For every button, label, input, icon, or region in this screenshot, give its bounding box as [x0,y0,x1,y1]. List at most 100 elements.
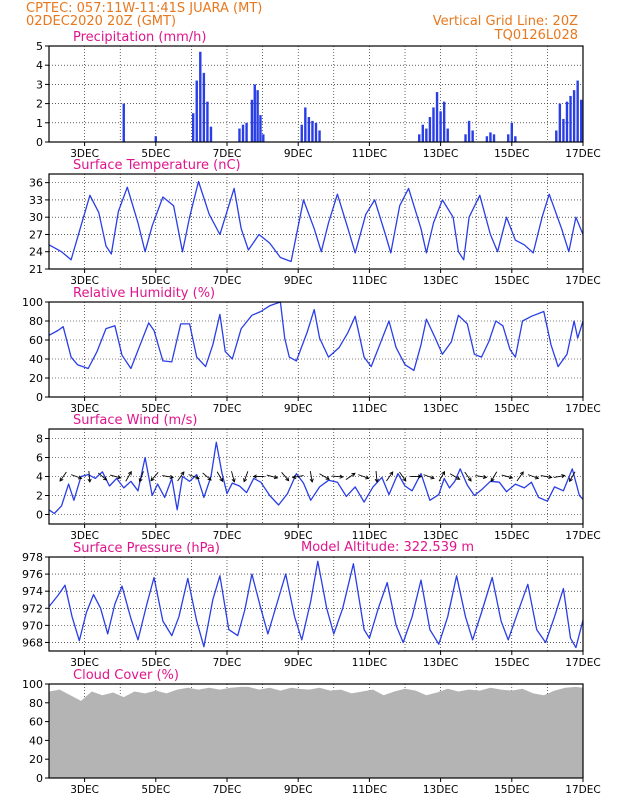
wind-xtick-label: 11DEC [352,530,387,542]
precipitation-xtick-label: 5DEC [141,148,170,160]
precipitation-bar [467,120,471,142]
precipitation-bar [195,80,198,142]
pressure-ytick-label: 970 [22,619,43,632]
humidity-ytick-label: 80 [29,315,43,328]
precipitation-bar [485,136,489,142]
wind-ytick-label: 6 [36,452,43,465]
wind-ytick-label: 8 [36,433,43,446]
wind-arrow [231,471,236,483]
cloud-cover-ytick-label: 80 [29,697,43,710]
wind-xtick-label: 9DEC [284,530,313,542]
precipitation-ytick-label: 5 [36,40,43,53]
precipitation-bar [304,107,307,142]
wind-arrow [309,471,314,483]
precipitation-bar [432,107,435,142]
pressure-xtick-label: 9DEC [284,657,313,669]
precipitation-bar [259,115,262,142]
wind-arrow [501,474,514,480]
wind-arrow [243,471,249,483]
pressure-ytick-label: 968 [22,636,43,649]
wind-arrow [319,473,330,480]
wind-arrow [125,470,132,482]
precipitation-title: Precipitation (mm/h) [73,30,206,45]
precipitation-bar [510,122,513,142]
pressure-ytick-label: 974 [22,585,43,598]
precipitation-bar [122,103,125,142]
wind-arrow [162,474,175,480]
precipitation-bar [464,134,467,142]
humidity-xtick-label: 11DEC [352,403,387,415]
wind-arrow [216,471,224,483]
wind-arrow [490,471,498,483]
humidity-ytick-label: 20 [29,372,43,385]
wind-arrow [527,474,540,480]
humidity-xtick-label: 5DEC [141,403,170,415]
precipitation-bar [262,134,265,142]
humidity-ytick-label: 60 [29,334,43,347]
wind-xtick-label: 3DEC [70,530,99,542]
wind-arrow [202,472,212,481]
cloud-cover-ytick-label: 0 [36,772,43,785]
precipitation-bar [199,51,202,143]
temperature-frame [48,173,584,270]
temperature-xtick-label: 3DEC [70,275,99,287]
precipitation-bar [492,134,496,142]
precipitation-bar [206,101,209,142]
precipitation-bar [562,118,565,142]
precipitation-bar [569,95,572,142]
precipitation-bar [442,101,446,142]
wind-xtick-label: 5DEC [141,530,170,542]
pressure-xtick-label: 17DEC [565,657,600,669]
pressure-panel: 968 970 972 974 976 978 3DEC 5DEC 7DEC 9DEC 11DEC 1… [22,541,601,669]
precipitation-ytick-label: 4 [36,59,43,72]
precipitation-bar [514,136,517,142]
wind-arrow [281,471,290,482]
wind-line [48,441,584,515]
wind-arrow [449,473,461,480]
precipitation-xtick-label: 17DEC [565,148,600,160]
pressure-ytick-label: 978 [22,551,43,564]
cloud-cover-xtick-label: 15DEC [494,784,529,796]
temperature-xtick-label: 5DEC [141,275,170,287]
wind-arrow [374,470,379,483]
cloud-cover-panel: 0 20 40 60 80 100 3DEC 5DEC 7DEC 9DEC 11DEC 13DEC 15… [22,668,601,796]
wind-arrow [252,474,265,479]
temperature-ytick-label: 30 [29,211,43,224]
precipitation-bar [202,72,206,142]
wind-arrow [438,470,446,482]
wind-arrow [516,471,524,482]
humidity-line [48,301,584,372]
precipitation-xtick-label: 9DEC [284,148,313,160]
cloud-cover-xtick-label: 5DEC [141,784,170,796]
cloud-cover-frame [48,683,584,779]
cloud-cover-title: Cloud Cover (%) [73,668,179,683]
model-altitude-label: Model Altitude: 322.539 m [301,540,474,555]
precipitation-bar [489,132,492,142]
wind-arrow [569,471,576,483]
wind-arrow [410,474,423,479]
wind-arrow [464,471,472,482]
precipitation-panel: 0 1 2 3 4 5 3DEC 5DEC 7DEC 9DEC 11DEC 13DEC 15DEC 17D… [36,30,601,160]
wind-arrow [266,474,279,480]
precipitation-bar [580,99,583,142]
chart-panels: 0 1 2 3 4 5 3DEC 5DEC 7DEC 9DEC 11DEC 13DEC 15DEC 17D… [22,30,601,796]
humidity-xtick-label: 13DEC [423,403,458,415]
precipitation-bar [300,124,303,142]
pressure-line [48,560,584,649]
humidity-ytick-label: 100 [22,296,43,309]
pressure-xtick-label: 15DEC [494,657,529,669]
precipitation-bar [307,117,311,142]
cloud-cover-ytick-label: 40 [29,734,43,747]
precipitation-xtick-label: 11DEC [352,148,387,160]
pressure-xtick-label: 5DEC [141,657,170,669]
station-header: CPTEC: 057:11W-11:41S JUARA (MT) [26,1,262,16]
precipitation-bar [565,101,569,142]
wind-ytick-label: 2 [36,490,43,503]
temperature-panel: 21 24 27 30 33 36 3DEC 5DEC 7DEC 9DEC 11DEC 13DEC 15… [29,158,601,287]
precipitation-bar [318,130,321,142]
precipitation-xtick-label: 13DEC [423,148,458,160]
temperature-xtick-label: 7DEC [213,275,242,287]
wind-arrow [358,474,370,480]
precipitation-bar [314,122,318,142]
